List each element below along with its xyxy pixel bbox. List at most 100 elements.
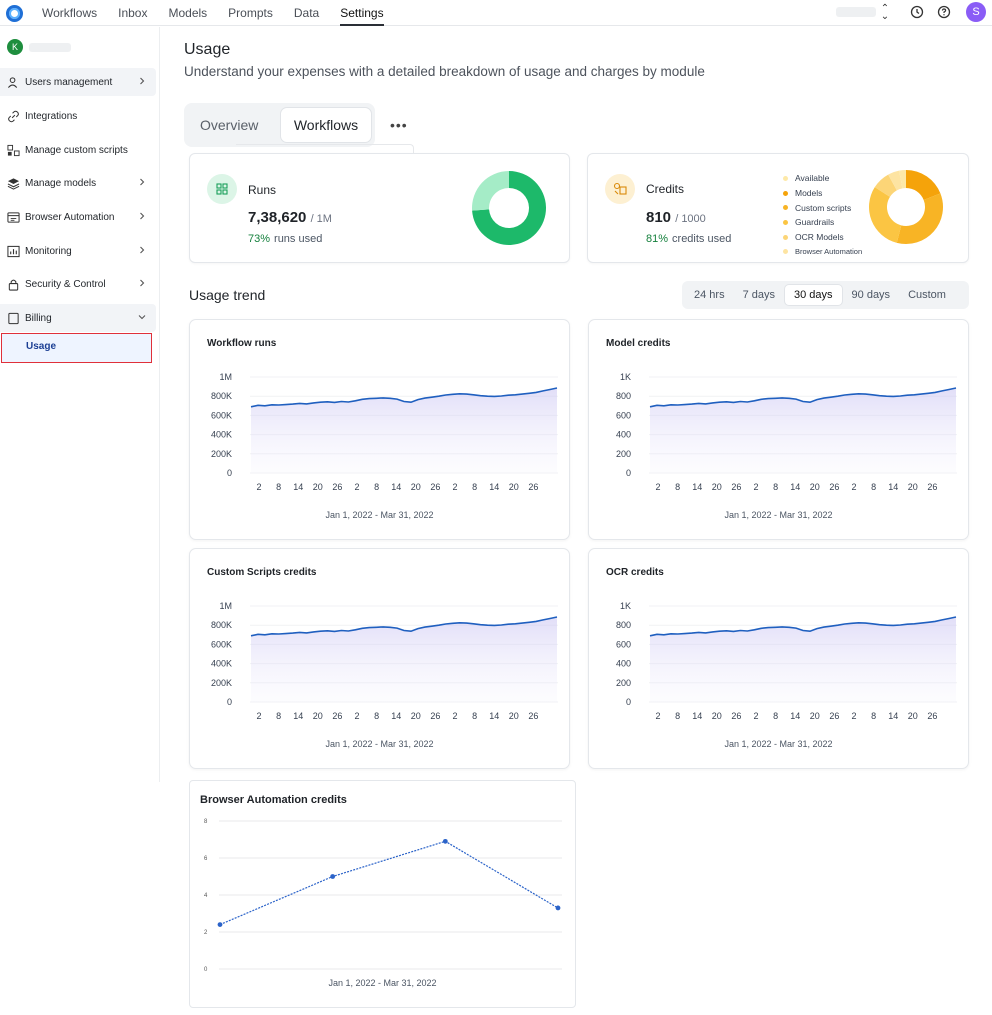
sidebar-item-users-management[interactable]: Users management [0, 68, 156, 96]
sidebar-item-manage-models[interactable]: Manage models [0, 169, 156, 197]
browser-icon [7, 211, 20, 223]
runs-percent-label: runs used [274, 233, 323, 245]
y-tick-label: 800K [211, 620, 232, 630]
sidebar-item-security-control[interactable]: Security & Control [0, 270, 156, 298]
workspace-user[interactable]: K [7, 39, 71, 55]
browser-automation-credits-chart: 0 2 4 6 8 [204, 819, 562, 973]
x-tick-label: 14 [790, 711, 800, 721]
nav-tab-inbox[interactable]: Inbox [118, 6, 148, 20]
custom-scripts-credits-chart: 0 200K 400K 600K 800K 1M 2 8 14 20 26 2 8 14 20 26 2 8 14 2… [211, 601, 558, 721]
org-name-redacted [836, 7, 876, 17]
legend-label: Browser Automation [795, 247, 863, 257]
y-tick-label: 0 [227, 697, 232, 707]
y-tick-label: 400 [616, 659, 631, 669]
nav-tab-settings[interactable]: Settings [340, 0, 384, 26]
x-tick-label: 20 [509, 482, 519, 492]
x-tick-label: 8 [675, 482, 680, 492]
y-tick-label: 600 [616, 410, 631, 420]
tab-overview[interactable]: Overview [200, 117, 259, 133]
x-tick-label: 20 [411, 711, 421, 721]
sidebar-item-label: Security & Control [25, 278, 106, 290]
chart-date-range: Jan 1, 2022 - Mar 31, 2022 [325, 510, 434, 520]
sidebar-item-monitoring[interactable]: Monitoring [0, 237, 156, 265]
sidebar-item-label: Users management [25, 76, 113, 88]
credits-donut-slice [906, 170, 941, 201]
legend-swatch [783, 219, 788, 225]
sidebar-subitem-usage[interactable]: Usage [1, 333, 152, 363]
data-point[interactable] [442, 838, 448, 844]
credits-legend: Available Models Custom scripts Guardrails O… [783, 171, 862, 259]
sidebar-item-manage-custom-scripts[interactable]: Manage custom scripts [0, 136, 156, 164]
nav-tab-workflows[interactable]: Workflows [42, 6, 98, 20]
history-clock-icon[interactable] [909, 4, 925, 20]
x-tick-label: 26 [829, 711, 839, 721]
range-24-hrs[interactable]: 24 hrs [694, 289, 725, 301]
runs-card: Runs 7,38,620 / 1M 73% runs used [189, 153, 570, 263]
layers-icon [7, 177, 20, 190]
chevron-up-down-icon: ⌃ ⌄ [880, 2, 890, 22]
tab-workflows[interactable]: Workflows [280, 107, 372, 143]
series-area [650, 388, 956, 473]
x-tick-label: 26 [731, 711, 741, 721]
more-options-button[interactable]: ••• [390, 117, 408, 133]
nav-tabs: Workflows Inbox Models Prompts Data Sett… [42, 0, 405, 26]
x-tick-label: 2 [753, 711, 758, 721]
x-tick-label: 8 [276, 711, 281, 721]
org-selector[interactable]: ⌃ ⌄ [836, 2, 890, 22]
data-point[interactable] [217, 922, 223, 927]
custom-scripts-credits-chart-card: Custom Scripts credits 0 200K 400K 600K 800K… [189, 548, 570, 769]
user-avatar[interactable]: S [966, 2, 986, 22]
legend-swatch [783, 234, 788, 240]
range-custom[interactable]: Custom [908, 289, 946, 301]
y-tick-label: 400K [211, 430, 232, 440]
y-tick-label: 800 [616, 391, 631, 401]
ocr-credits-chart-card: OCR credits 0 200 400 600 800 1K 2 8 14 20 26 2 8 14 2… [588, 548, 969, 769]
runs-label: Runs [248, 183, 277, 197]
x-tick-label: 2 [851, 482, 856, 492]
credits-used: 81% credits used [646, 233, 731, 245]
workspace-name-redacted [29, 42, 71, 52]
nav-tab-data[interactable]: Data [293, 6, 320, 20]
x-tick-label: 14 [489, 482, 499, 492]
runs-donut-slice [472, 171, 509, 211]
y-tick-label: 1K [620, 601, 631, 611]
x-tick-label: 26 [927, 482, 937, 492]
y-tick-label: 400 [616, 430, 631, 440]
x-tick-label: 14 [293, 482, 303, 492]
y-tick-label: 0 [227, 468, 232, 478]
runs-total: / 1M [310, 213, 332, 225]
sidebar-item-billing[interactable]: Billing [0, 304, 156, 332]
x-tick-label: 2 [452, 711, 457, 721]
sidebar-item-browser-automation[interactable]: Browser Automation [0, 203, 156, 231]
data-point[interactable] [330, 874, 336, 879]
range-90-days[interactable]: 90 days [851, 289, 891, 301]
chart-title: OCR credits [606, 567, 664, 578]
x-tick-label: 20 [810, 482, 820, 492]
range-7-days[interactable]: 7 days [742, 289, 775, 301]
x-tick-label: 26 [731, 482, 741, 492]
credits-donut-slice [874, 174, 897, 197]
legend-item: Guardrails [783, 215, 862, 230]
y-tick-label: 200K [211, 449, 232, 459]
app-logo-icon[interactable] [6, 5, 23, 22]
chart-title: Workflow runs [207, 338, 277, 349]
help-icon[interactable] [936, 4, 952, 20]
workspace-avatar: K [7, 39, 23, 55]
x-tick-label: 2 [354, 711, 359, 721]
x-tick-label: 14 [790, 482, 800, 492]
x-tick-label: 26 [430, 711, 440, 721]
runs-value: 7,38,620 / 1M [248, 209, 332, 226]
runs-used: 73% runs used [248, 233, 322, 245]
x-tick-label: 8 [871, 482, 876, 492]
range-30-days[interactable]: 30 days [784, 284, 843, 306]
sidebar-item-label: Billing [25, 312, 52, 324]
nav-tab-prompts[interactable]: Prompts [228, 6, 273, 20]
credits-donut-chart [869, 170, 943, 244]
y-tick-label: 400K [211, 659, 232, 669]
nav-tab-models[interactable]: Models [168, 6, 208, 20]
sidebar-item-integrations[interactable]: Integrations [0, 102, 156, 130]
runs-percent: 73% [248, 233, 271, 245]
billing-icon [8, 312, 19, 324]
series-line [649, 387, 957, 408]
data-point[interactable] [555, 905, 561, 911]
